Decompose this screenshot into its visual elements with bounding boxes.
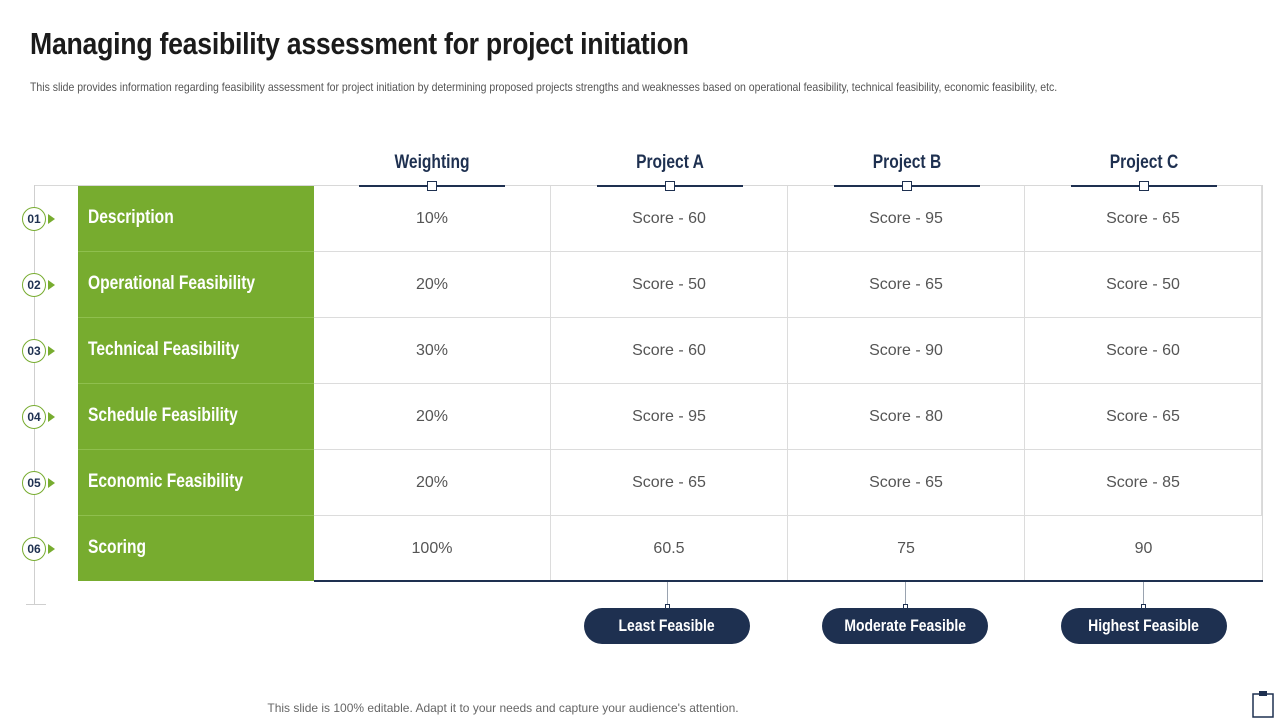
page-subtitle: This slide provides information regardin… [30,80,1058,94]
row-number-badge: 03 [22,339,46,363]
table-cell: 10% [314,186,551,252]
table-cell: 20% [314,384,551,450]
row-label-cell: Schedule Feasibility [78,384,314,450]
table-cell: Score - 65 [1025,186,1262,252]
row-label-cell: Economic Feasibility [78,450,314,516]
column-header-project-c: Project C [1109,152,1179,173]
table-cell: Score - 60 [551,318,788,384]
verdict-project-a: Least Feasible [584,608,750,644]
row-label: Schedule Feasibility [88,405,238,426]
row-label: Technical Feasibility [88,339,240,360]
table-cell: 100% [314,516,551,582]
table-cell: 20% [314,450,551,516]
table-cell: 60.5 [551,516,788,582]
table-cell: Score - 65 [788,252,1025,318]
row-number-badge: 05 [22,471,46,495]
arrow-right-icon [48,214,55,224]
table-cell: Score - 65 [551,450,788,516]
column-header-node [665,181,675,191]
table-cell: 75 [788,516,1025,582]
clipboard-icon [1252,691,1274,718]
verdict-connector [1143,582,1144,608]
table-cell: 90 [1134,540,1153,557]
arrow-right-icon [48,280,55,290]
table-cell: Score - 60 [551,186,788,252]
timeline-line [34,185,35,605]
verdict-connector [905,582,906,608]
table-cell: Score - 65 [788,450,1025,516]
column-header-node [902,181,912,191]
arrow-right-icon [48,478,55,488]
table-cell: Score - 95 [551,384,788,450]
row-number-badge: 06 [22,537,46,561]
column-header-project-b: Project B [872,152,942,173]
arrow-right-icon [48,412,55,422]
verdict-project-c: Highest Feasible [1061,608,1227,644]
table-cell: Score - 95 [788,186,1025,252]
row-label: Scoring [88,537,147,558]
page-title: Managing feasibility assessment for proj… [30,26,689,61]
row-label: Economic Feasibility [88,471,243,492]
timeline-end-tick [26,604,46,605]
footer-note: This slide is 100% editable. Adapt it to… [267,701,739,715]
verdict-connector [667,582,668,608]
row-label-cell: Scoring [78,516,314,581]
column-header-node [1139,181,1149,191]
table-cell: Score - 60 [1025,318,1262,384]
row-label-cell: Technical Feasibility [78,318,314,384]
table-cell: Score - 50 [551,252,788,318]
table-cell: Score - 90 [788,318,1025,384]
row-label: Description [88,207,174,228]
row-number-badge: 04 [22,405,46,429]
column-header-weighting: Weighting [394,152,470,173]
row-label: Operational Feasibility [88,273,256,294]
arrow-right-icon [48,346,55,356]
row-label-cell: Operational Feasibility [78,252,314,318]
row-number-badge: 01 [22,207,46,231]
table-cell: Score - 65 [1025,384,1262,450]
table-cell: 20% [314,252,551,318]
table-cell: 30% [314,318,551,384]
table-cell: Score - 80 [788,384,1025,450]
table-bottom-rule [314,580,1263,582]
row-label-cell: Description [78,186,314,252]
column-header-node [427,181,437,191]
table-cell: Score - 85 [1025,450,1262,516]
table-cell: Score - 50 [1025,252,1262,318]
column-header-project-a: Project A [636,152,704,173]
row-number-badge: 02 [22,273,46,297]
arrow-right-icon [48,544,55,554]
verdict-project-b: Moderate Feasible [822,608,988,644]
